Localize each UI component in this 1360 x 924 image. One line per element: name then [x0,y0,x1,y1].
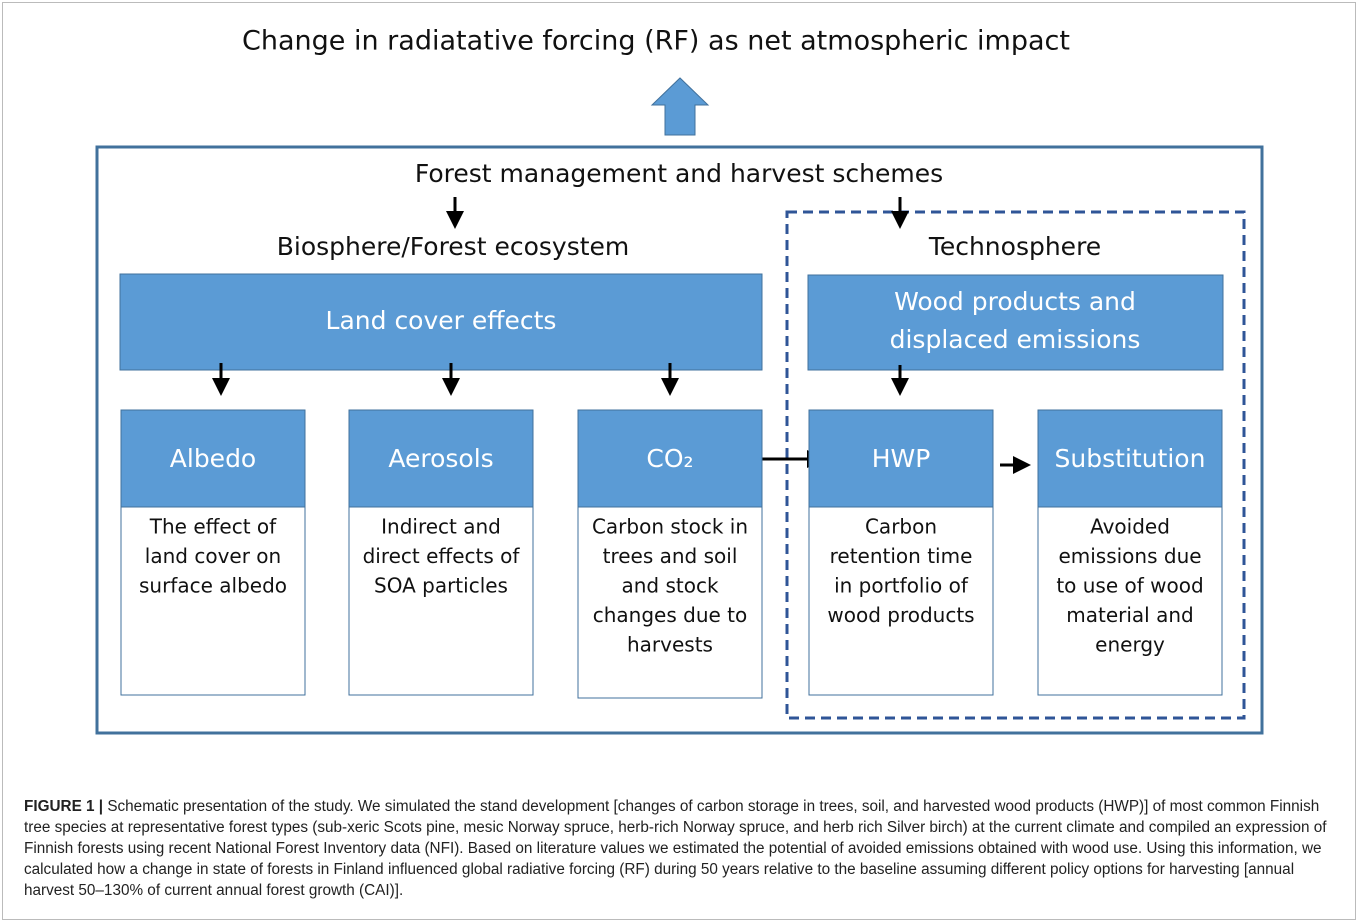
caption: FIGURE 1 | Schematic presentation of the… [24,796,1339,901]
land-cover-box [119,273,763,371]
wood-products-label: displaced emissions [890,325,1141,354]
node-label: HWP [872,444,931,473]
node-text: trees and soil [603,544,738,568]
caption-text: Schematic presentation of the study. We … [24,798,1327,899]
land-cover-label: Land cover effects [326,306,557,335]
node-label: Substitution [1055,444,1206,473]
node-text: in portfolio of [834,574,969,598]
node-text: direct effects of [363,544,521,568]
left-title: Biosphere/Forest ecosystem [277,232,630,261]
node-head [808,409,994,508]
node-text: land cover on [145,544,281,568]
node-text: SOA particles [374,574,508,598]
node-label: Albedo [170,444,256,473]
node-text: changes due to [593,603,748,627]
diagram: Change in radiatative forcing (RF) as ne… [95,26,1264,735]
diagram-title: Change in radiatative forcing (RF) as ne… [242,26,1070,57]
node-body [348,506,534,696]
node-text: retention time [830,544,973,568]
node-body [1037,506,1223,696]
node-text: and stock [621,574,718,598]
node-text: Indirect and [381,515,501,539]
wood-products-label: Wood products and [894,287,1136,316]
node-text: Carbon stock in [592,515,748,539]
up-arrow [650,77,710,136]
node-head [1037,409,1223,508]
node-text: surface albedo [139,574,287,598]
node-text: harvests [627,633,713,657]
caption-label: FIGURE 1 | [24,798,104,815]
node-text: to use of wood [1056,574,1203,598]
node-text: Avoided [1090,515,1170,539]
node-head [348,409,534,508]
node-text: Carbon [865,515,937,539]
node-text: emissions due [1058,544,1201,568]
main-title: Forest management and harvest schemes [415,159,943,188]
node-label: Aerosols [388,444,493,473]
node-text: energy [1095,633,1165,657]
technosphere-box [785,210,1246,720]
wood-products-box [807,274,1224,371]
node-text: wood products [827,603,974,627]
node-body [577,506,763,699]
main-box [95,145,1264,735]
node-text: material and [1066,603,1193,627]
node-label: CO₂ [646,444,693,473]
node-head [577,409,763,508]
node-text: The effect of [149,515,277,539]
node-head [120,409,306,508]
right-title: Technosphere [928,232,1101,261]
